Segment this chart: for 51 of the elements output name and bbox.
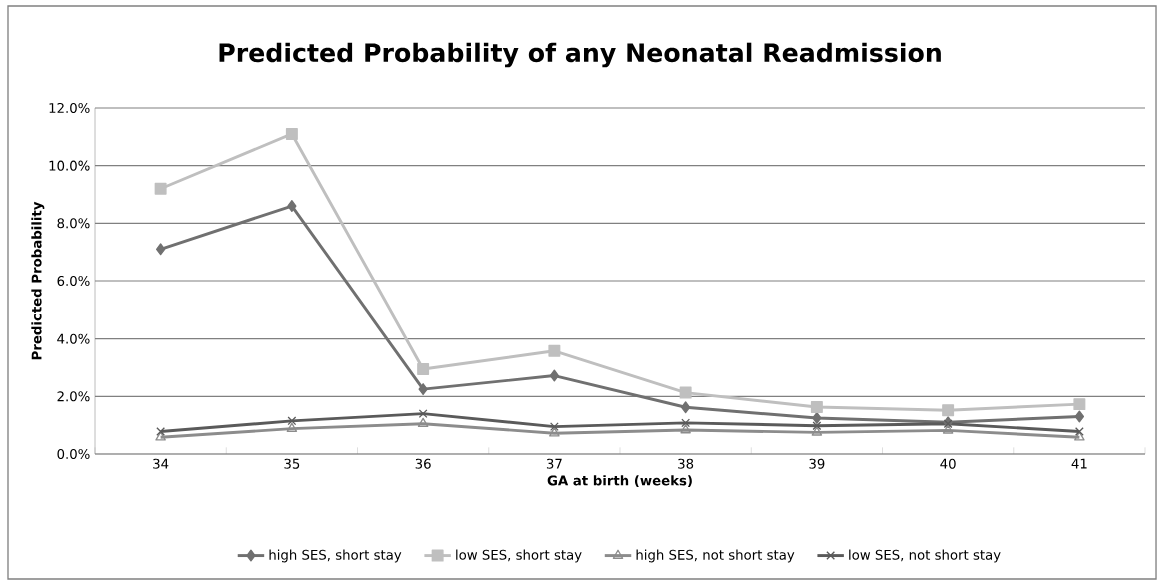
- x-tick-label: 34: [153, 458, 169, 469]
- point: [1074, 431, 1085, 441]
- point: [1073, 398, 1086, 411]
- point: [155, 243, 166, 256]
- point: [156, 427, 166, 436]
- y-tick-label: 2.0%: [57, 391, 90, 402]
- y-tick-label: 0.0%: [57, 448, 90, 460]
- point: [155, 431, 166, 441]
- point: [285, 127, 298, 140]
- point: [549, 369, 560, 382]
- point: [942, 424, 954, 434]
- point: [417, 417, 429, 428]
- legend-label: high SES, not short stay: [636, 549, 795, 563]
- legend-label: low SES, not short stay: [849, 549, 1001, 563]
- point: [287, 416, 297, 426]
- x-tick-label: 40: [940, 458, 956, 469]
- x-tick-label: 39: [809, 458, 825, 469]
- point: [679, 386, 692, 399]
- x-tick-label: 35: [284, 458, 300, 469]
- point: [287, 200, 297, 213]
- x-tick-label: 36: [415, 458, 431, 469]
- point: [681, 418, 691, 428]
- legend-label: high SES, short stay: [269, 549, 402, 563]
- point: [811, 426, 823, 436]
- point: [418, 383, 428, 396]
- point: [418, 409, 428, 419]
- x-axis-title: GA at birth (weeks): [547, 475, 692, 488]
- point: [1074, 410, 1085, 423]
- point: [154, 182, 167, 195]
- y-tick-label: 4.0%: [57, 333, 90, 344]
- point: [549, 427, 560, 437]
- point: [549, 422, 559, 432]
- point: [812, 421, 822, 431]
- point: [548, 344, 561, 357]
- point: [417, 362, 430, 375]
- x-tick-label: 37: [546, 458, 562, 469]
- point: [680, 424, 691, 434]
- y-tick-label: 12.0%: [49, 102, 90, 114]
- x-tick-label: 41: [1071, 458, 1087, 469]
- chart-title: Predicted Probability of any Neonatal Readmission: [219, 42, 941, 68]
- y-axis-title: Predicted Probability: [31, 201, 45, 360]
- y-tick-label: 8.0%: [57, 218, 90, 229]
- legend-label: low SES, short stay: [456, 549, 582, 563]
- x-tick-label: 38: [678, 458, 694, 469]
- point: [680, 401, 691, 414]
- point: [942, 404, 955, 417]
- point: [286, 422, 298, 432]
- point: [810, 401, 823, 413]
- point: [1074, 427, 1084, 436]
- y-tick-label: 10.0%: [49, 160, 90, 171]
- y-tick-label: 6.0%: [57, 275, 90, 287]
